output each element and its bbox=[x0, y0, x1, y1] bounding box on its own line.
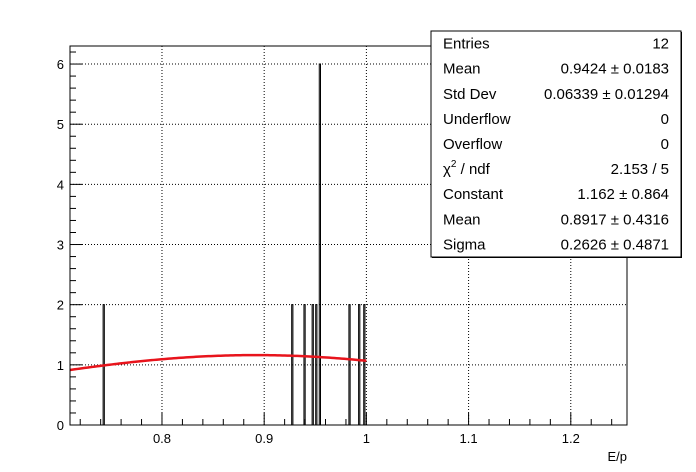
stats-label: Mean bbox=[443, 211, 481, 228]
stats-label: Underflow bbox=[443, 111, 511, 128]
histogram-bin bbox=[315, 304, 318, 425]
x-tick-label: 1.2 bbox=[562, 431, 580, 446]
stats-label: Entries bbox=[443, 36, 490, 53]
stats-label: Overflow bbox=[443, 136, 502, 153]
y-tick-label: 6 bbox=[57, 57, 64, 72]
y-tick-label: 4 bbox=[57, 177, 64, 192]
y-axis: 0 1 2 3 4 5 6 bbox=[57, 51, 82, 433]
fit-curve-group bbox=[69, 353, 367, 372]
stats-label: Sigma bbox=[443, 236, 486, 253]
y-tick-label: 0 bbox=[57, 418, 64, 433]
y-tick-label: 2 bbox=[57, 298, 64, 313]
stats-box: Entries 12 Mean 0.9424 ± 0.0183 Std Dev 0.063… bbox=[430, 30, 682, 258]
stats-label: Std Dev bbox=[443, 86, 497, 103]
stats-label: χ2 / ndf bbox=[443, 159, 491, 178]
histogram-bin bbox=[358, 304, 361, 425]
stats-value: 0.06339 ± 0.01294 bbox=[544, 86, 669, 103]
fit-curve bbox=[69, 353, 367, 372]
histogram-bin bbox=[291, 304, 294, 425]
x-tick-label: 1 bbox=[363, 431, 370, 446]
histogram-bin bbox=[363, 304, 366, 425]
stats-value: 2.153 / 5 bbox=[611, 161, 669, 178]
x-axis-title: E/p bbox=[607, 449, 627, 464]
stats-label: Constant bbox=[443, 186, 504, 203]
stats-value: 0 bbox=[661, 136, 669, 153]
stats-value: 0 bbox=[661, 111, 669, 128]
stats-value: 12 bbox=[652, 36, 669, 53]
y-tick-label: 5 bbox=[57, 117, 64, 132]
stats-value: 0.2626 ± 0.4871 bbox=[561, 236, 669, 253]
histogram-bars bbox=[102, 63, 366, 425]
y-tick-label: 1 bbox=[57, 358, 64, 373]
stats-value: 0.9424 ± 0.0183 bbox=[561, 61, 669, 78]
stats-box-frame bbox=[430, 30, 682, 258]
stats-value: 1.162 ± 0.864 bbox=[577, 186, 669, 203]
histogram-bin bbox=[318, 63, 321, 425]
histogram-bin bbox=[303, 304, 306, 425]
histogram-bin bbox=[348, 304, 351, 425]
x-tick-label: 0.8 bbox=[153, 431, 171, 446]
x-tick-label: 0.9 bbox=[255, 431, 273, 446]
stats-value: 0.8917 ± 0.4316 bbox=[561, 211, 669, 228]
stats-label: Mean bbox=[443, 61, 481, 78]
histogram-bin bbox=[311, 304, 314, 425]
x-axis: 0.8 0.9 1 1.1 1.2 bbox=[79, 413, 613, 446]
y-tick-label: 3 bbox=[57, 238, 64, 253]
x-tick-label: 1.1 bbox=[460, 431, 478, 446]
